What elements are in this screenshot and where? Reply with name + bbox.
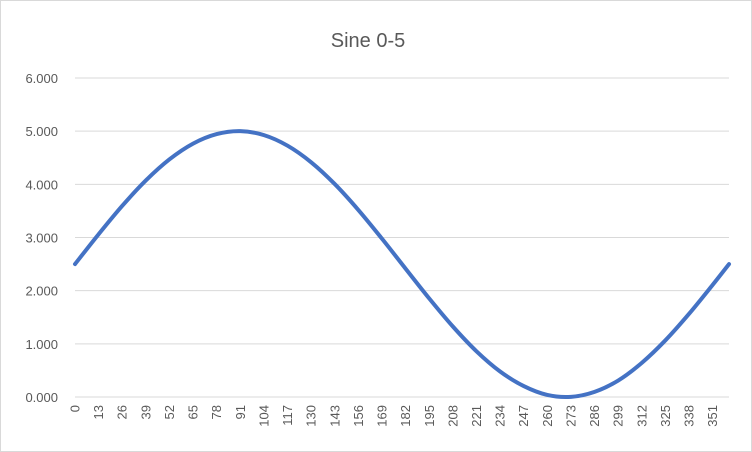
- y-tick-label: 0.000: [25, 390, 58, 405]
- y-tick-label: 6.000: [25, 71, 58, 86]
- x-tick-label: 52: [162, 405, 177, 419]
- x-tick-label: 221: [469, 405, 484, 427]
- x-tick-label: 117: [280, 405, 295, 426]
- series-line-0: [73, 129, 731, 400]
- x-tick-label: 26: [115, 405, 130, 419]
- x-tick-label: 143: [327, 405, 342, 427]
- x-tick-label: 169: [375, 405, 390, 427]
- x-tick-label: 0: [68, 405, 83, 412]
- x-tick-label: 351: [705, 405, 720, 427]
- chart-title: Sine 0-5: [331, 30, 406, 52]
- x-tick-label: 182: [398, 405, 413, 427]
- x-tick-label: 65: [186, 405, 201, 419]
- series-layer: [73, 129, 731, 400]
- x-tick-label: 234: [493, 405, 508, 427]
- x-axis-labels: 0 13 26 39 52 65 78 91 104 117 130 143 156 169 182 195 2…: [68, 405, 721, 427]
- x-tick-label: 260: [540, 405, 555, 427]
- x-tick-label: 312: [634, 405, 649, 427]
- x-tick-label: 78: [209, 405, 224, 419]
- x-tick-label: 130: [304, 405, 319, 427]
- y-tick-label: 4.000: [25, 177, 58, 192]
- x-tick-label: 13: [91, 405, 106, 419]
- x-tick-label: 299: [611, 405, 626, 427]
- y-tick-label: 3.000: [25, 231, 58, 246]
- y-tick-label: 2.000: [25, 284, 58, 299]
- x-tick-label: 286: [587, 405, 602, 427]
- x-tick-label: 338: [682, 405, 697, 427]
- x-tick-label: 325: [658, 405, 673, 427]
- y-tick-label: 5.000: [25, 124, 58, 139]
- x-tick-label: 91: [233, 405, 248, 419]
- y-axis-labels: 0.000 1.000 2.000 3.000 4.000 5.000 6.000: [25, 71, 58, 405]
- x-tick-label: 156: [351, 405, 366, 427]
- x-tick-label: 195: [422, 405, 437, 427]
- x-tick-label: 208: [445, 405, 460, 427]
- gridlines: [75, 77, 729, 398]
- x-tick-label: 273: [563, 405, 578, 427]
- x-tick-label: 104: [256, 405, 271, 427]
- y-tick-label: 1.000: [25, 337, 58, 352]
- x-tick-label: 247: [516, 405, 531, 427]
- x-tick-label: 39: [138, 405, 153, 419]
